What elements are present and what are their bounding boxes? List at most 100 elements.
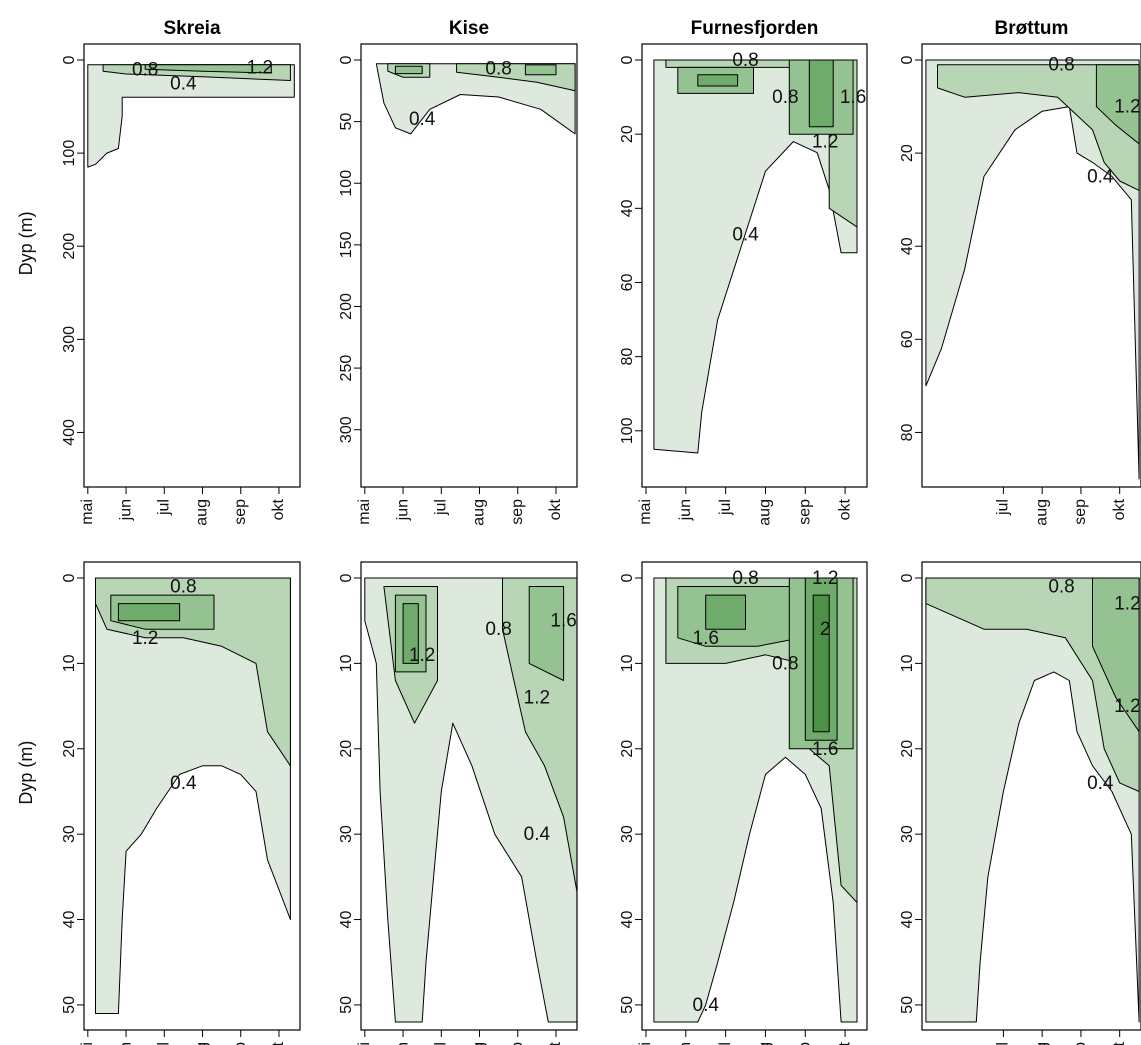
panel-1-1: 0.8 1.2 0.4 0 100 200 300 400 mai jun jul aug sep okt… — [16, 18, 301, 526]
plot-frame — [641, 43, 868, 488]
y-tick-label: 0 — [899, 55, 916, 64]
y-axis-label: Dyp (m) — [16, 211, 36, 275]
x-tick-label: sep — [509, 1042, 526, 1045]
contour-fills — [364, 577, 577, 1023]
y-tick-label: 0 — [619, 573, 636, 582]
y-tick-label: 80 — [619, 348, 636, 366]
contour-region-0_4-0 — [95, 577, 291, 1014]
x-tick-label: sep — [1072, 1042, 1089, 1045]
contour-label: 0.8 — [772, 87, 798, 108]
contour-fills — [653, 577, 858, 1023]
contour-label: 1.2 — [247, 57, 273, 78]
contour-label: 0.8 — [732, 568, 758, 589]
y-tick-label: 10 — [61, 654, 78, 672]
contour-region-1_2-2 — [144, 64, 272, 74]
contour-region-1_2-4 — [528, 586, 565, 681]
x-tick-label: aug — [1033, 1042, 1050, 1045]
contour-region-0_4-0 — [87, 64, 295, 168]
x-tick-label: okt — [836, 498, 853, 520]
y-tick-label: 50 — [338, 113, 355, 131]
y-tick-label: 60 — [899, 330, 916, 348]
y-tick-label: 40 — [61, 911, 78, 929]
x-tick-label: okt — [547, 498, 564, 520]
contour-fills — [87, 64, 295, 168]
x-tick-label: jul — [156, 499, 173, 516]
contour-region-1_6-4 — [808, 59, 834, 128]
x-tick-label: mai — [79, 1042, 96, 1045]
contour-region-1_6-3 — [117, 603, 181, 622]
x-tick-label: sep — [232, 499, 249, 525]
y-tick-label: 150 — [338, 231, 355, 258]
y-tick-label: 10 — [619, 654, 636, 672]
y-tick-label: 0 — [61, 55, 78, 64]
x-tick-label: jul — [995, 1042, 1012, 1045]
contour-label: 0.8 — [132, 59, 158, 80]
contour-label: 1.2 — [1114, 696, 1140, 717]
contour-region-1_2-2 — [1095, 64, 1140, 145]
y-tick-label: 40 — [619, 911, 636, 929]
contour-label: 0.4 — [170, 773, 197, 794]
y-tick-label: 100 — [61, 140, 78, 167]
y-tick-label: 200 — [61, 233, 78, 260]
y-tick-label: 20 — [899, 740, 916, 758]
x-tick-label: jul — [717, 499, 734, 516]
x-tick-label: jul — [156, 1042, 173, 1045]
y-tick-label: 300 — [338, 416, 355, 443]
y-tick-label: 20 — [338, 740, 355, 758]
contour-label: 0.4 — [409, 109, 436, 130]
y-tick-label: 30 — [61, 825, 78, 843]
x-tick-label: aug — [471, 499, 488, 526]
contour-label: 1.2 — [1114, 97, 1140, 118]
contour-label: 1.6 — [693, 628, 719, 649]
plot-frame — [83, 43, 301, 488]
panel-1-2: 0.8 0.4 0 50 100 150 200 250 300 mai jun jul aug sep o… — [338, 18, 578, 526]
x-tick-label: mai — [356, 499, 373, 525]
x-tick-label: aug — [194, 499, 211, 526]
x-tick-label: aug — [757, 1042, 774, 1045]
y-tick-label: 0 — [899, 573, 916, 582]
panel-1-3: 0.8 0.8 1.6 1.2 0.4 0 20 40 60 80 100 mai jun jul aug s… — [619, 18, 868, 526]
contour-region-1_2-4 — [524, 64, 557, 76]
contour-label: 0.8 — [1048, 55, 1074, 76]
contour-label: 0.4 — [170, 73, 197, 94]
panel-title: Skreia — [163, 18, 220, 39]
y-tick-label: 30 — [899, 825, 916, 843]
contour-region-0_4-0 — [375, 63, 576, 135]
panel-2-2: 0.8 1.6 1.2 1.2 0.4 0 10 20 30 40 50 mai jun jul aug se… — [338, 561, 578, 1045]
plot-frame — [83, 561, 301, 1031]
contour-label: 0.8 — [772, 653, 798, 674]
y-tick-label: 40 — [338, 911, 355, 929]
contour-region-1_6-5 — [705, 594, 746, 630]
contour-region-0_4-0 — [653, 59, 858, 454]
contour-label: 1.2 — [524, 688, 550, 709]
y-tick-label: 0 — [619, 55, 636, 64]
x-tick-label: jun — [394, 499, 411, 521]
y-tick-label: 0 — [338, 573, 355, 582]
plot-frame — [921, 561, 1141, 1031]
contour-region-0_4-0 — [925, 577, 1140, 1023]
y-tick-label: 0 — [61, 573, 78, 582]
x-tick-label: jun — [117, 1042, 134, 1045]
y-tick-label: 300 — [61, 326, 78, 353]
x-tick-label: jun — [117, 499, 134, 521]
y-tick-label: 200 — [338, 293, 355, 320]
x-tick-label: jun — [677, 499, 694, 521]
x-tick-label: aug — [1033, 499, 1050, 526]
x-tick-label: okt — [1111, 1041, 1128, 1045]
plot-frame — [921, 43, 1141, 488]
x-tick-label: mai — [637, 1042, 654, 1045]
contour-region-1_6-5 — [697, 74, 739, 87]
x-tick-label: aug — [757, 499, 774, 526]
y-tick-label: 0 — [338, 55, 355, 64]
panel-title: Kise — [449, 18, 489, 39]
contour-fills — [653, 59, 858, 454]
contour-label: 0.4 — [1087, 166, 1114, 187]
panel-1-4: 0.8 1.2 0.4 0 20 40 60 80 jul aug sep okt Brøttum — [899, 18, 1141, 526]
y-tick-label: 50 — [899, 996, 916, 1014]
x-tick-label: sep — [1072, 499, 1089, 525]
y-tick-label: 40 — [899, 237, 916, 255]
y-tick-label: 20 — [619, 740, 636, 758]
x-tick-label: jul — [433, 499, 450, 516]
contour-label: 1.2 — [812, 132, 838, 153]
contour-label: 0.4 — [693, 995, 720, 1016]
